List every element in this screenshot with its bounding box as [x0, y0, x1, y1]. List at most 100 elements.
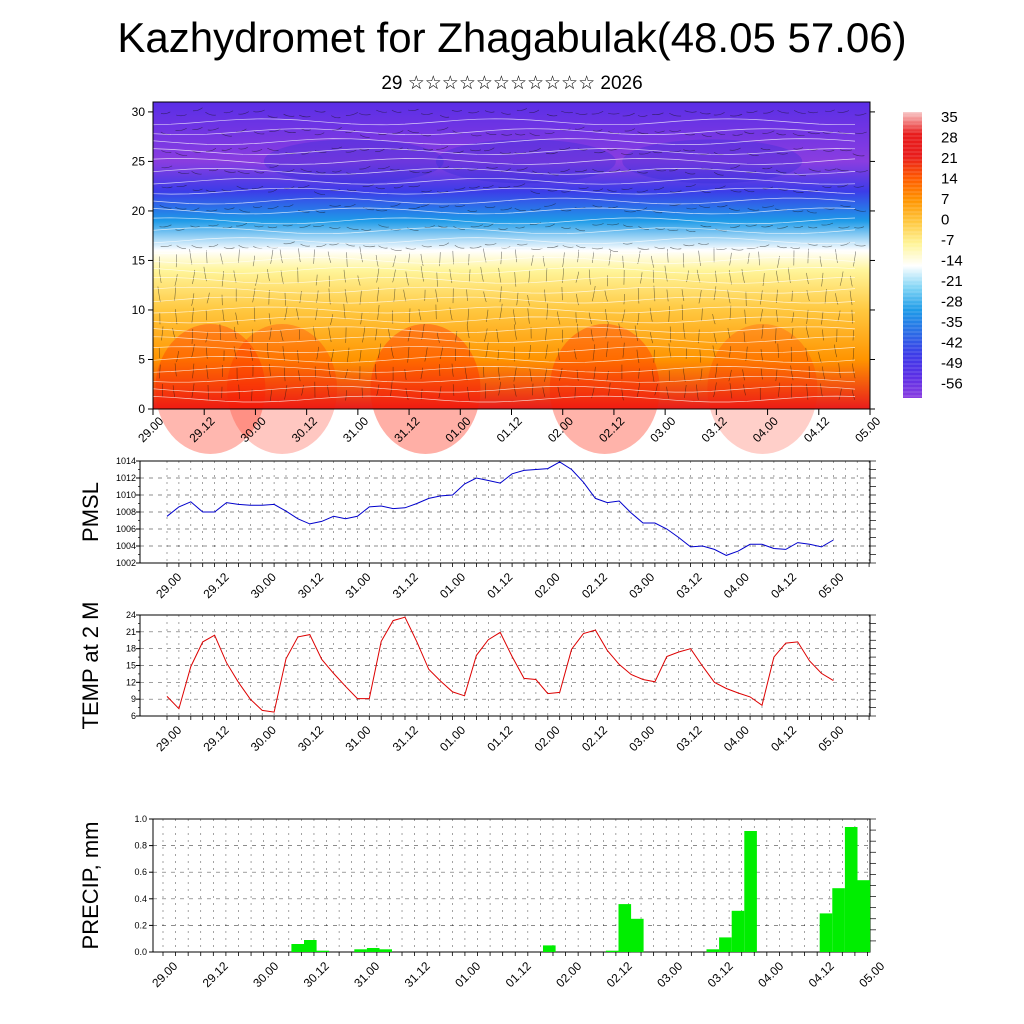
precip-xtick-label: 01.00: [452, 959, 483, 990]
cs-xtick-label: 05.00: [852, 414, 883, 445]
xtick-label: 05.00: [815, 723, 846, 754]
precip-ytick-label: 0.4: [134, 894, 147, 904]
xtick-label: 01.12: [484, 570, 515, 601]
precip-bar: [316, 950, 330, 952]
ytick-label: 1006: [116, 524, 136, 534]
xtick-label: 04.12: [768, 723, 799, 754]
xtick-label: 02.12: [579, 570, 610, 601]
xtick-label: 29.00: [153, 723, 184, 754]
cross-section-field: [153, 102, 870, 409]
xtick-label: 03.12: [674, 723, 705, 754]
colorbar-label: 28: [941, 130, 958, 147]
colorbar-label: -14: [941, 253, 963, 270]
ytick-label: 12: [126, 677, 136, 687]
precip-xtick-label: 02.12: [604, 959, 635, 990]
cs-xtick-label: 31.00: [340, 414, 371, 445]
colorbar-label: -7: [941, 232, 954, 249]
colorbar-label: -49: [941, 355, 963, 372]
precip-bar: [354, 949, 367, 952]
ytick-label: 15: [126, 661, 136, 671]
warm-core-2: [549, 324, 660, 454]
ytick-label: 1002: [116, 558, 136, 568]
precip-xtick-label: 04.12: [806, 959, 837, 990]
chart-title: Kazhydromet for Zhagabulak(48.05 57.06): [117, 14, 907, 61]
xtick-label: 03.12: [674, 570, 705, 601]
ytick-label: 6: [131, 711, 136, 721]
precip-bar: [366, 948, 380, 952]
xtick-label: 02.12: [579, 723, 610, 754]
precip-bar: [857, 880, 871, 952]
precip-bar: [605, 950, 619, 952]
xtick-label: 30.12: [295, 570, 326, 601]
colorbar-gradient: [903, 112, 922, 398]
precip-bar: [744, 831, 757, 952]
warm-core-3: [227, 324, 338, 454]
precip-bar: [543, 945, 556, 952]
precip-ytick-label: 0.8: [134, 841, 147, 851]
xtick-label: 29.12: [201, 570, 232, 601]
precip-bar: [706, 949, 720, 952]
precip-xtick-label: 30.00: [250, 959, 281, 990]
colorbar: 35 28 21 14 7 0 -7 -14 -21 -28 -35 -42 -49 -56: [903, 109, 963, 398]
colorbar-label: -56: [941, 376, 963, 393]
colorbar-label: 7: [941, 191, 949, 208]
xtick-label: 31.00: [342, 723, 373, 754]
precip-xtick-label: 04.00: [755, 959, 786, 990]
precip-bar: [379, 949, 392, 952]
colorbar-label: 0: [941, 212, 949, 229]
colorbar-label: -21: [941, 273, 963, 290]
xtick-label: 05.00: [815, 570, 846, 601]
ytick-label: 1014: [116, 456, 136, 466]
colorbar-label: -42: [941, 335, 963, 352]
xtick-label: 03.00: [626, 723, 657, 754]
cs-ytick-label: 15: [132, 253, 146, 267]
cs-ytick-label: 20: [132, 204, 146, 218]
precip-ytick-label: 0.2: [134, 920, 147, 930]
colorbar-label: -35: [941, 314, 963, 331]
cs-ytick-label: 0: [138, 402, 145, 416]
precip-xtick-label: 31.00: [351, 959, 382, 990]
xtick-label: 04.12: [768, 570, 799, 601]
precip-xtick-label: 01.12: [503, 959, 534, 990]
xtick-label: 01.00: [437, 570, 468, 601]
colorbar-label: -28: [941, 294, 963, 311]
precip-xtick-label: 29.12: [200, 959, 231, 990]
xtick-label: 29.00: [153, 570, 184, 601]
precip-bar: [832, 888, 845, 952]
precip-bar: [819, 913, 833, 952]
precip-frame: [152, 818, 871, 953]
cs-ytick-label: 30: [132, 105, 146, 119]
xtick-label: 03.00: [626, 570, 657, 601]
y-axis-label: TEMP at 2 M: [78, 602, 103, 730]
temp-panel: 6 9 12 15 18 21 24 29.00 29.12 30.00 30.12 31.00 31.…: [78, 602, 876, 754]
precip-bar: [631, 918, 644, 953]
xtick-label: 30.12: [295, 723, 326, 754]
panel-frame: [139, 460, 871, 564]
precip-bar: [291, 944, 304, 952]
precip-xtick-label: 31.12: [402, 959, 433, 990]
precip-xtick-label: 30.12: [301, 959, 332, 990]
y-axis-label: PMSL: [78, 482, 103, 542]
precip-panel: 0.0 0.2 0.4 0.6 0.8 1.0 29.00 29.12 30.00 30.12 31…: [78, 814, 888, 990]
ytick-label: 1010: [116, 490, 136, 500]
ytick-label: 1004: [116, 541, 136, 551]
precip-bar: [304, 940, 317, 952]
cold-core-2: [622, 139, 803, 184]
precip-xtick-label: 03.12: [705, 959, 736, 990]
precip-xtick-label: 05.00: [856, 959, 887, 990]
precip-ytick-label: 0.6: [134, 867, 147, 877]
ytick-label: 1008: [116, 507, 136, 517]
precip-xtick-label: 02.00: [553, 959, 584, 990]
xtick-label: 31.00: [342, 570, 373, 601]
xtick-label: 04.00: [721, 570, 752, 601]
precip-bar: [844, 827, 858, 952]
xtick-label: 02.00: [532, 723, 563, 754]
cold-core-1: [435, 139, 616, 184]
xtick-label: 31.12: [390, 570, 421, 601]
colorbar-label: 14: [941, 171, 958, 188]
warm-core-4: [707, 324, 818, 454]
ytick-label: 9: [131, 694, 136, 704]
chart-subtitle: 29 ☆☆☆☆☆☆☆☆☆☆☆ 2026: [381, 73, 643, 94]
